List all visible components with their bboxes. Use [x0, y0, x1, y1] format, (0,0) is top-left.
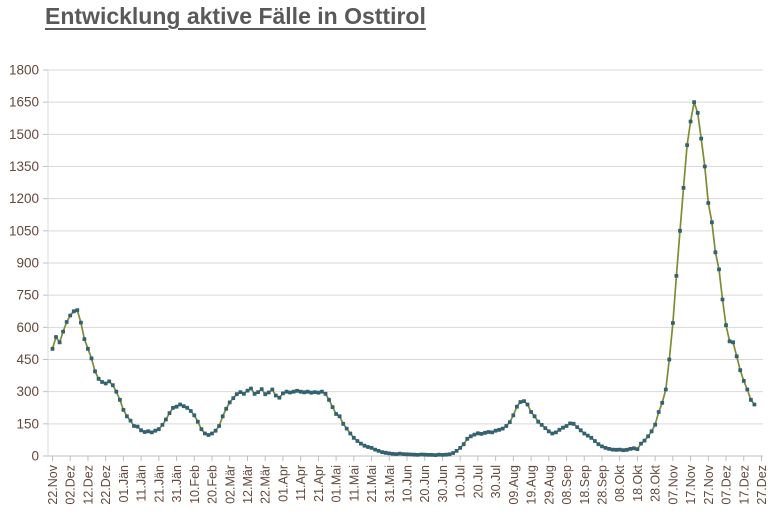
x-axis-tick-label: 01.Jän — [117, 465, 131, 503]
y-axis-tick-label: 0 — [31, 449, 39, 464]
x-axis-tick-label: 27.Nov — [702, 464, 716, 504]
x-axis-tick-label: 12.Dez — [81, 465, 95, 505]
x-axis-tick-label: 18.Okt — [631, 464, 645, 501]
x-axis-tick-label: 01.Mai — [330, 465, 344, 503]
y-axis-tick-label: 300 — [16, 384, 39, 399]
x-axis-tick-label: 08.Sep — [560, 465, 574, 505]
x-axis-tick-label: 31.Jän — [170, 465, 184, 503]
x-axis-tick-label: 17.Nov — [684, 464, 698, 504]
y-axis-tick-label: 1650 — [9, 95, 39, 110]
x-axis-tick-label: 22.Nov — [46, 464, 60, 504]
y-axis-tick-label: 1050 — [9, 223, 39, 238]
y-axis-tick-label: 1200 — [9, 191, 39, 206]
x-axis-tick-label: 22.Mär — [259, 465, 273, 504]
x-axis-tick-label: 21.Jän — [152, 465, 166, 503]
x-axis-tick-label: 11.Mai — [347, 465, 361, 502]
x-axis-tick-label: 01.Apr — [276, 465, 290, 502]
x-axis-tick-label: 18.Sep — [578, 465, 592, 505]
x-axis-tick-label: 19.Aug — [525, 465, 539, 505]
x-axis-tick-label: 20.Feb — [206, 465, 220, 504]
x-axis-tick-label: 21.Mai — [365, 465, 379, 503]
data-line — [51, 101, 756, 456]
x-axis-tick-label: 22.Dez — [99, 465, 113, 505]
x-axis-tick-label: 11.Jän — [135, 465, 149, 502]
y-axis-tick-label: 450 — [16, 352, 39, 367]
x-axis-tick-label: 30.Jul — [489, 465, 503, 498]
y-axis-tick-label: 750 — [16, 288, 39, 303]
x-axis-tick-label: 31.Mai — [383, 465, 397, 503]
x-axis-tick-label: 08.Okt — [613, 464, 627, 501]
x-axis-tick-label: 11.Apr — [294, 465, 308, 501]
x-axis-tick-label: 10.Jul — [454, 465, 468, 498]
x-axis-tick-label: 20.Jul — [471, 465, 485, 498]
x-axis-tick-label: 30.Jun — [436, 465, 450, 503]
x-axis-tick-label: 12.Mär — [241, 465, 255, 504]
x-axis-tick-label: 28.Sep — [595, 465, 609, 505]
x-axis-tick-label: 02.Mär — [223, 465, 237, 504]
x-axis-tick-label: 27.Dez — [755, 465, 768, 505]
x-axis-tick-label: 09.Aug — [507, 465, 521, 505]
x-axis-tick-label: 10.Jun — [401, 465, 415, 503]
y-axis-tick-label: 600 — [16, 320, 39, 335]
y-axis-tick-label: 150 — [16, 416, 39, 431]
y-axis-tick-label: 1800 — [9, 63, 39, 78]
x-axis-tick-label: 28.Okt — [649, 464, 663, 501]
x-axis-tick-label: 29.Aug — [542, 465, 556, 505]
y-axis-tick-label: 1500 — [9, 127, 39, 142]
y-axis-tick-label: 900 — [16, 256, 39, 271]
data-markers — [50, 100, 757, 457]
x-axis-tick-label: 07.Nov — [666, 464, 680, 504]
x-axis-tick-label: 02.Dez — [64, 465, 78, 505]
x-axis-tick-label: 20.Jun — [418, 465, 432, 503]
x-axis-tick-label: 21.Apr — [312, 465, 326, 502]
x-axis-tick-label: 17.Dez — [737, 465, 751, 505]
x-axis-tick-label: 07.Dez — [720, 465, 734, 505]
chart-title: Entwicklung aktive Fälle in Osttirol — [45, 3, 426, 29]
x-axis-tick-label: 10.Feb — [188, 465, 202, 504]
y-axis-tick-label: 1350 — [9, 159, 39, 174]
